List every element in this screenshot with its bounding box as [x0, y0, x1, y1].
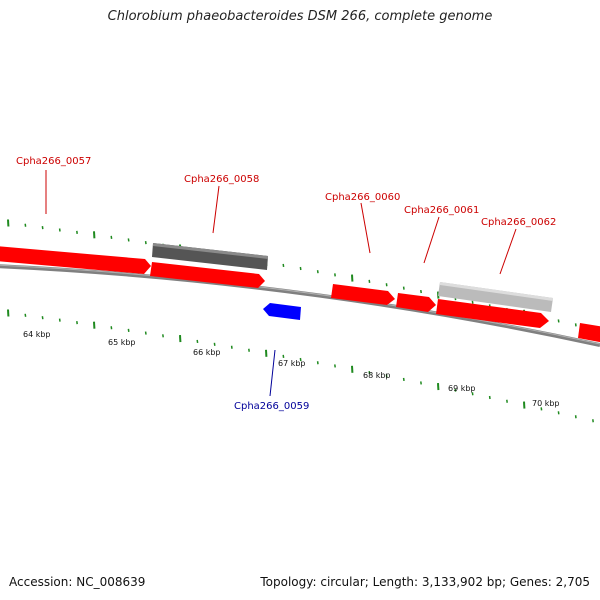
genome-backbone-highlight — [0, 264, 600, 345]
genome-backbone — [0, 264, 600, 347]
accession-text: Accession: NC_008639 — [9, 575, 146, 589]
map-title: Chlorobium phaeobacteroides DSM 266, com… — [107, 9, 493, 24]
gene-label-cpha266-0060[interactable]: Cpha266_0060 — [325, 192, 400, 203]
kbp-label-66: 66 kbp — [193, 348, 221, 357]
kbp-label-70: 70 kbp — [532, 399, 560, 408]
gene-label-cpha266-0062[interactable]: Cpha266_0062 — [481, 217, 556, 228]
feature-light-bar — [438, 282, 553, 312]
leader-cpha266-0058 — [212, 185, 220, 234]
gene-arrow-next[interactable] — [578, 323, 600, 343]
gene-arrow-cpha266-0062[interactable] — [436, 299, 549, 328]
kbp-label-67: 67 kbp — [278, 359, 306, 368]
gene-label-cpha266-0061[interactable]: Cpha266_0061 — [404, 205, 479, 216]
leader-cpha266-0061 — [423, 216, 440, 264]
feature-dark-bar-top — [153, 243, 268, 259]
leader-cpha266-0059 — [269, 349, 276, 397]
inner-tick-ring — [7, 309, 594, 423]
gene-label-cpha266-0059[interactable]: Cpha266_0059 — [234, 401, 309, 412]
gene-label-cpha266-0058[interactable]: Cpha266_0058 — [184, 174, 259, 185]
leader-cpha266-0060 — [360, 202, 371, 254]
genome-summary-text: Topology: circular; Length: 3,133,902 bp… — [260, 575, 590, 589]
gene-label-cpha266-0057[interactable]: Cpha266_0057 — [16, 156, 91, 167]
feature-dark-bar — [152, 243, 268, 270]
gene-arrow-cpha266-0060[interactable] — [331, 284, 395, 305]
gene-arrow-cpha266-0061[interactable] — [396, 293, 436, 312]
kbp-label-65: 65 kbp — [108, 338, 136, 347]
gene-arrow-cpha266-0059[interactable] — [263, 303, 301, 320]
kbp-label-64: 64 kbp — [23, 330, 51, 339]
feature-light-bar-top — [440, 282, 553, 301]
leader-cpha266-0062 — [499, 228, 517, 275]
kbp-label-69: 69 kbp — [448, 384, 476, 393]
kbp-label-68: 68 kbp — [363, 371, 391, 380]
gene-arrow-cpha266-0057[interactable] — [0, 246, 151, 274]
gene-arrow-cpha266-0058[interactable] — [150, 262, 265, 288]
